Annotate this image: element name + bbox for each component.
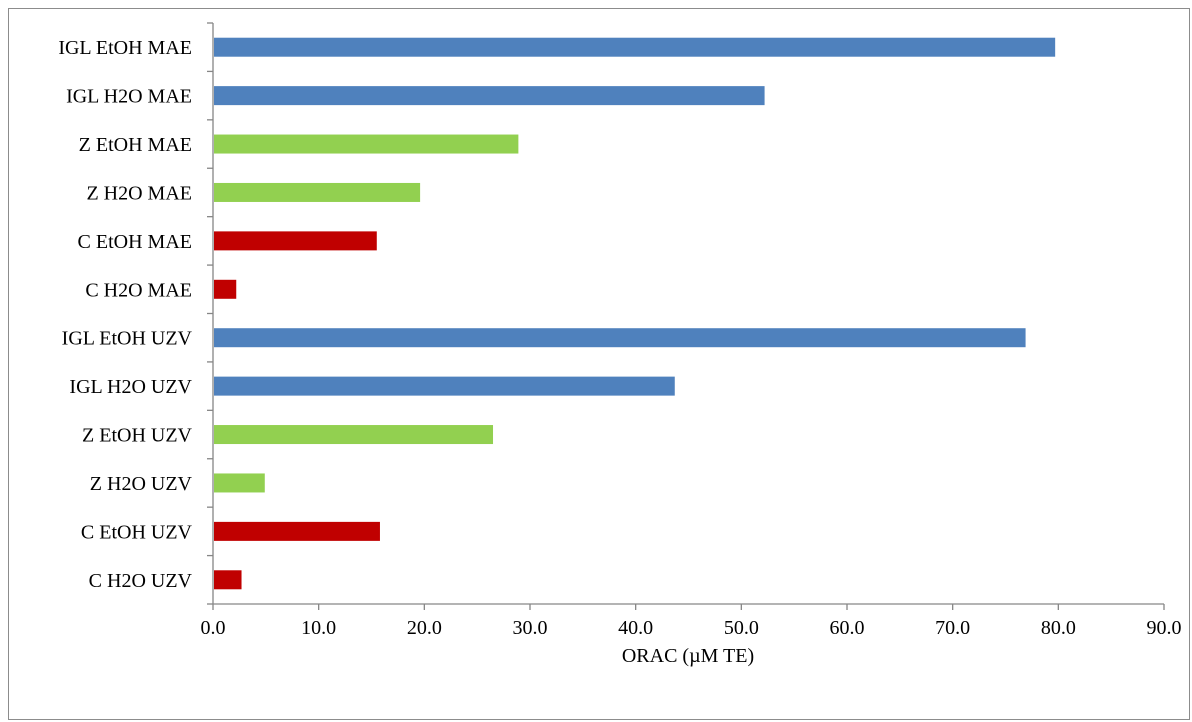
y-tick-label: Z EtOH MAE bbox=[79, 134, 192, 156]
x-tick-label: 20.0 bbox=[407, 617, 442, 639]
chart-frame bbox=[8, 8, 1190, 720]
y-tick-label: IGL EtOH MAE bbox=[58, 37, 192, 59]
bar bbox=[214, 231, 377, 251]
x-tick-label: 60.0 bbox=[830, 617, 865, 639]
y-tick-label: C EtOH MAE bbox=[78, 231, 192, 253]
y-tick-label: IGL EtOH UZV bbox=[62, 328, 193, 350]
x-tick-labels: 0.0 10.0 20.0 30.0 40.0 50.0 60.0 70.0 80.0 90.0 bbox=[201, 617, 1182, 639]
x-tick-label: 40.0 bbox=[618, 617, 653, 639]
x-tick-label: 30.0 bbox=[513, 617, 548, 639]
bar bbox=[214, 376, 675, 396]
bar bbox=[214, 425, 494, 445]
y-tick-label: C EtOH UZV bbox=[81, 521, 193, 543]
y-tick-labels: IGL EtOH MAE IGL H2O MAE Z EtOH MAE Z H2O M… bbox=[58, 37, 192, 592]
x-tick-label: 10.0 bbox=[301, 617, 336, 639]
bar bbox=[214, 86, 765, 106]
x-tick-label: 90.0 bbox=[1147, 617, 1182, 639]
axes bbox=[207, 22, 1165, 610]
x-tick-label: 0.0 bbox=[201, 617, 226, 639]
y-tick-label: IGL H2O UZV bbox=[69, 376, 192, 398]
bar bbox=[214, 182, 421, 202]
y-tick-label: IGL H2O MAE bbox=[66, 86, 192, 108]
bars bbox=[214, 37, 1056, 590]
x-axis-label: ORAC (µM TE) bbox=[622, 645, 754, 667]
y-tick-label: C H2O UZV bbox=[89, 570, 193, 592]
y-tick-label: Z H2O UZV bbox=[90, 473, 193, 495]
bar bbox=[214, 37, 1056, 57]
bar bbox=[214, 473, 265, 493]
y-tick-label: Z EtOH UZV bbox=[82, 425, 193, 447]
x-tick-label: 50.0 bbox=[724, 617, 759, 639]
y-tick-label: C H2O MAE bbox=[85, 279, 192, 301]
bar bbox=[214, 328, 1026, 348]
bar bbox=[214, 521, 380, 541]
bar bbox=[214, 134, 519, 154]
x-tick-label: 80.0 bbox=[1041, 617, 1076, 639]
bar bbox=[214, 279, 237, 299]
y-tick-label: Z H2O MAE bbox=[86, 182, 192, 204]
x-tick-label: 70.0 bbox=[935, 617, 970, 639]
bar bbox=[214, 570, 242, 590]
